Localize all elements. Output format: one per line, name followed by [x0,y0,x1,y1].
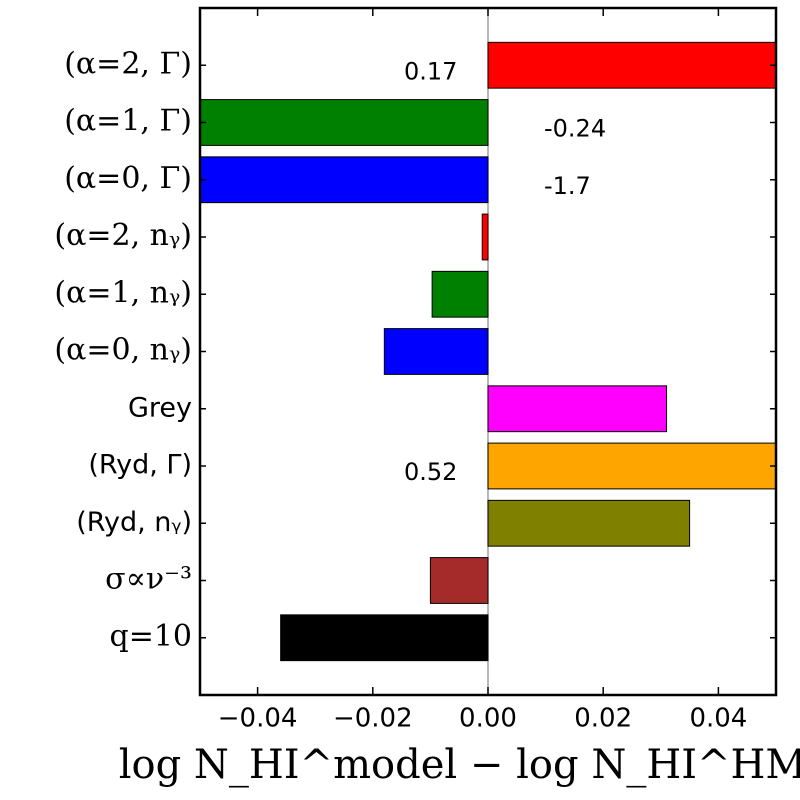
y-tick-label: (α=0, Γ) [64,161,192,196]
bar [383,328,489,375]
bar [487,499,691,547]
value-label: -0.24 [544,115,606,143]
y-tick-label: (Ryd, nᵧ) [76,507,192,538]
bar [200,99,489,146]
y-tick-label: (α=0, nᵧ) [54,333,192,368]
bar [481,213,489,261]
bar [487,385,668,433]
bar [487,442,776,490]
y-tick-label: (α=2, Γ) [64,46,192,81]
value-label: 0.52 [404,458,457,486]
y-tick-label: σ∝ν⁻³ [105,562,192,597]
bar [280,614,489,662]
y-tick-label: (α=2, nᵧ) [54,218,192,253]
bar [200,156,489,204]
y-tick-label: (α=1, nᵧ) [54,275,192,310]
bar [431,270,489,318]
value-label: -1.7 [544,172,591,200]
bar [487,41,776,89]
value-label: 0.17 [404,57,457,85]
x-tick-label: −0.04 [218,704,298,734]
y-tick-label: (α=1, Γ) [64,104,192,139]
x-axis-label: log N_HI^model − log N_HI^HM01 [119,742,800,788]
y-tick-label: q=10 [109,619,192,654]
x-tick-label: 0.00 [459,704,517,734]
plot-area [200,8,776,695]
plot-frame [198,6,778,697]
y-tick-label: Grey [128,392,192,423]
bar [429,557,489,604]
y-tick-label: (Ryd, Γ) [88,450,192,481]
x-tick-label: 0.02 [574,704,632,734]
x-tick-label: 0.04 [689,704,747,734]
x-tick-label: −0.02 [333,704,413,734]
